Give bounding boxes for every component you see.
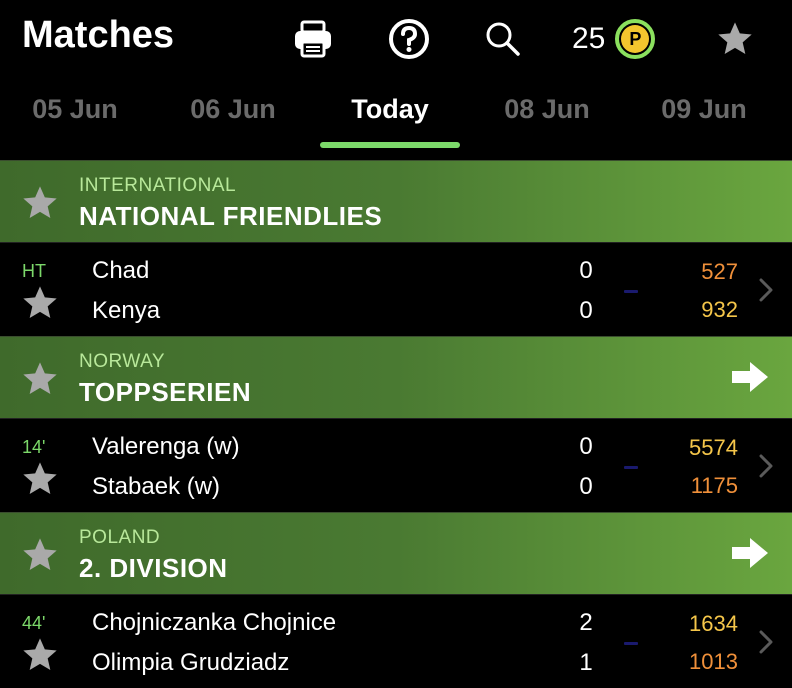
- match-favorite-star-icon[interactable]: [20, 635, 60, 680]
- matches-list: INTERNATIONAL NATIONAL FRIENDLIES HT Cha…: [0, 160, 792, 688]
- away-team: Olimpia Grudziadz: [92, 649, 290, 676]
- away-team: Kenya: [92, 297, 161, 324]
- points-badge-letter: P: [621, 25, 650, 53]
- points-count: 25: [572, 22, 606, 55]
- home-odd: 527: [701, 259, 738, 284]
- match-favorite-star-icon[interactable]: [20, 459, 60, 504]
- league-favorite-star-icon[interactable]: [20, 535, 60, 580]
- away-score: 0: [579, 297, 593, 324]
- help-icon[interactable]: [386, 16, 432, 62]
- search-icon[interactable]: [480, 16, 526, 62]
- away-odd: 932: [701, 297, 738, 322]
- tab-05-jun[interactable]: 05 Jun: [32, 94, 118, 124]
- league-favorite-star-icon[interactable]: [20, 359, 60, 404]
- away-score: 0: [579, 473, 593, 500]
- league-name: NATIONAL FRIENDLIES: [79, 201, 383, 231]
- away-team: Stabaek (w): [92, 473, 221, 500]
- points-badge-icon: P: [615, 19, 656, 59]
- chevron-right-icon: [758, 629, 774, 660]
- tab-09-jun[interactable]: 09 Jun: [661, 94, 747, 124]
- tab-06-jun[interactable]: 06 Jun: [190, 94, 276, 124]
- home-score: 2: [579, 609, 593, 636]
- home-odd: 5574: [689, 435, 738, 460]
- match-row[interactable]: HT Chad Kenya 0 0 527 932: [0, 242, 792, 336]
- league-country: NORWAY: [79, 351, 166, 372]
- league-name: TOPPSERIEN: [79, 377, 252, 407]
- printer-icon[interactable]: [290, 16, 336, 62]
- match-row[interactable]: 44' Chojniczanka Chojnice Olimpia Grudzi…: [0, 594, 792, 688]
- league-header[interactable]: INTERNATIONAL NATIONAL FRIENDLIES: [0, 160, 792, 242]
- league-header[interactable]: NORWAY TOPPSERIEN: [0, 336, 792, 418]
- match-favorite-star-icon[interactable]: [20, 283, 60, 328]
- league-name: 2. DIVISION: [79, 553, 228, 583]
- match-status: 14': [22, 437, 46, 457]
- home-score: 0: [579, 257, 593, 284]
- arrow-right-icon[interactable]: [730, 359, 770, 400]
- chevron-right-icon: [758, 277, 774, 308]
- home-team: Chojniczanka Chojnice: [92, 609, 337, 636]
- points-display[interactable]: 25 P: [572, 18, 656, 60]
- home-team: Chad: [92, 257, 150, 284]
- away-odd: 1175: [690, 473, 738, 498]
- favorites-star-icon[interactable]: [712, 16, 758, 62]
- stat-bar: [624, 642, 638, 645]
- chevron-right-icon: [758, 453, 774, 484]
- stat-bar: [624, 290, 638, 293]
- match-status: 44': [22, 613, 46, 633]
- tab-08-jun[interactable]: 08 Jun: [504, 94, 590, 124]
- arrow-right-icon[interactable]: [730, 535, 770, 576]
- league-country: POLAND: [79, 527, 161, 548]
- stat-bar: [624, 466, 638, 469]
- home-score: 0: [579, 433, 593, 460]
- away-odd: 1013: [689, 649, 738, 674]
- active-tab-indicator: [320, 142, 460, 148]
- tab-today[interactable]: Today: [351, 94, 429, 124]
- league-header[interactable]: POLAND 2. DIVISION: [0, 512, 792, 594]
- home-team: Valerenga (w): [92, 433, 240, 460]
- away-score: 1: [579, 649, 593, 676]
- page-title: Matches: [22, 14, 175, 56]
- match-row[interactable]: 14' Valerenga (w) Stabaek (w) 0 0 5574 1…: [0, 418, 792, 512]
- home-odd: 1634: [689, 611, 738, 636]
- match-status: HT: [22, 261, 46, 281]
- league-favorite-star-icon[interactable]: [20, 183, 60, 228]
- top-bar: Matches 25 P: [0, 0, 792, 78]
- date-tabs: 05 Jun 06 Jun Today 08 Jun 09 Jun: [0, 84, 792, 154]
- league-country: INTERNATIONAL: [79, 175, 237, 196]
